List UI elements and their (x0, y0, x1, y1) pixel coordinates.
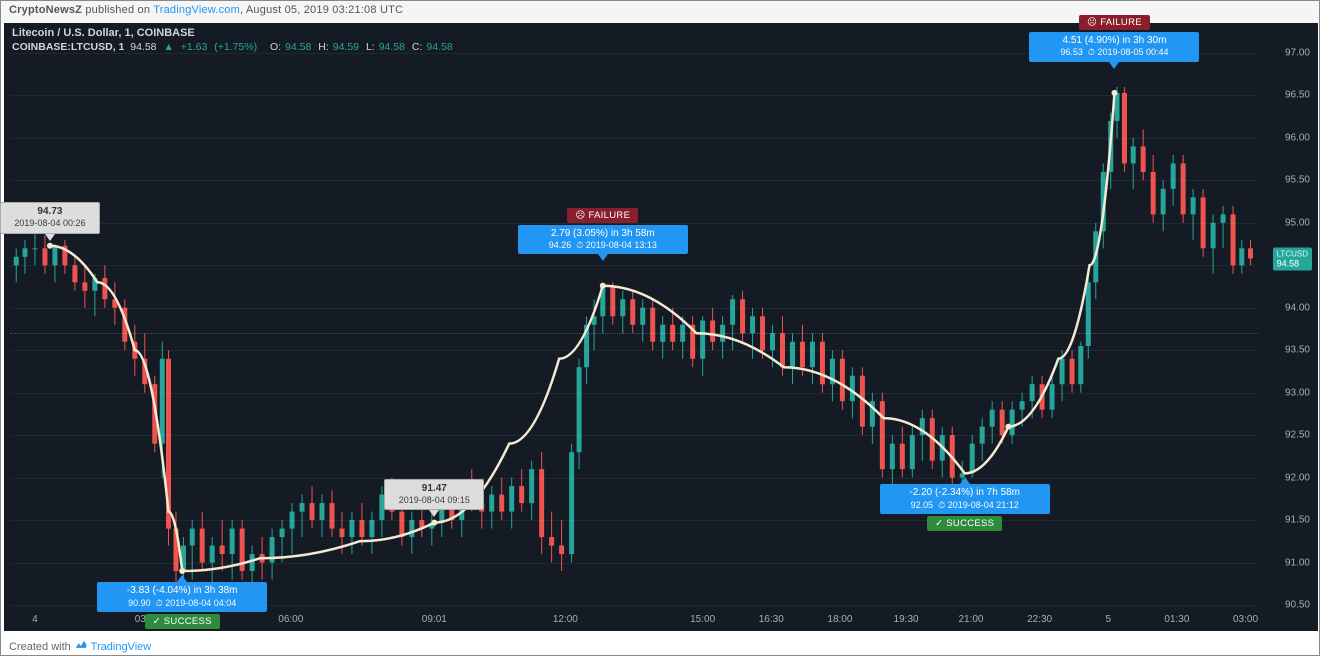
candles-svg (10, 53, 1258, 605)
y-tick: 93.00 (1285, 387, 1310, 398)
info-bar: Litecoin / U.S. Dollar, 1, COINBASE COIN… (12, 27, 457, 53)
x-tick: 19:30 (894, 614, 919, 625)
callout-low1: -3.83 (-4.04%) in 3h 38m90.90 ⏱ 2019-08-… (97, 575, 267, 631)
x-tick: 15:00 (690, 614, 715, 625)
current-price-tag: LTCUSD94.58 (1273, 247, 1312, 270)
arrow-up-icon: ▲ (163, 41, 173, 53)
plot-area[interactable]: 94.732019-08-04 00:26-3.83 (-4.04%) in 3… (10, 53, 1258, 605)
callout-high1: ☹ FAILURE2.79 (3.05%) in 3h 58m94.26 ⏱ 2… (518, 206, 688, 262)
callout-high2: ☹ FAILURE4.51 (4.90%) in 3h 30m96.53 ⏱ 2… (1029, 13, 1199, 69)
y-tick: 95.50 (1285, 175, 1310, 186)
y-tick: 96.50 (1285, 90, 1310, 101)
y-tick: 94.00 (1285, 302, 1310, 313)
y-tick: 93.50 (1285, 345, 1310, 356)
y-axis: 90.5091.0091.5092.0092.5093.0093.5094.00… (1262, 53, 1314, 605)
y-tick: 92.00 (1285, 472, 1310, 483)
x-tick: 22:30 (1027, 614, 1052, 625)
chart-wrapper[interactable]: Litecoin / U.S. Dollar, 1, COINBASE COIN… (4, 23, 1318, 631)
publish-timestamp: August 05, 2019 03:21:08 UTC (246, 4, 403, 16)
x-tick: 09:01 (422, 614, 447, 625)
ohlc-low: 94.58 (379, 41, 405, 53)
ohlc-close: 94.58 (426, 41, 452, 53)
tradingview-brand[interactable]: TradingView (91, 641, 152, 653)
site-link[interactable]: TradingView.com (153, 4, 240, 16)
x-tick: 16:30 (759, 614, 784, 625)
y-tick: 96.00 (1285, 132, 1310, 143)
x-tick: 18:00 (827, 614, 852, 625)
footer: Created with TradingView (9, 638, 151, 653)
publisher: CryptoNewsZ (9, 4, 82, 16)
y-tick: 91.00 (1285, 557, 1310, 568)
y-tick: 95.00 (1285, 217, 1310, 228)
price-change-pct: (+1.75%) (214, 41, 257, 53)
callout-start: 94.732019-08-04 00:26 (0, 202, 100, 241)
screenshot-container: CryptoNewsZ published on TradingView.com… (0, 0, 1320, 656)
y-tick: 92.50 (1285, 430, 1310, 441)
callout-mid: 91.472019-08-04 09:15 (384, 479, 484, 518)
exchange-symbol: COINBASE:LTCUSD, 1 (12, 41, 124, 53)
x-tick: 4 (32, 614, 38, 625)
x-tick: 01:30 (1164, 614, 1189, 625)
y-tick: 97.00 (1285, 48, 1310, 59)
x-tick: 12:00 (553, 614, 578, 625)
chart-title: Litecoin / U.S. Dollar, 1, COINBASE (12, 27, 195, 39)
y-tick: 90.50 (1285, 600, 1310, 611)
y-tick: 91.50 (1285, 515, 1310, 526)
x-tick: 5 (1105, 614, 1111, 625)
x-tick: 06:00 (278, 614, 303, 625)
callout-low2: -2.20 (-2.34%) in 7h 58m92.05 ⏱ 2019-08-… (880, 477, 1050, 533)
last-price: 94.58 (130, 41, 156, 53)
tradingview-logo-icon (74, 638, 88, 652)
ohlc-open: 94.58 (285, 41, 311, 53)
ohlc-high: 94.59 (333, 41, 359, 53)
x-tick: 21:00 (958, 614, 983, 625)
price-change: +1.63 (181, 41, 208, 53)
x-tick: 03:00 (1233, 614, 1258, 625)
